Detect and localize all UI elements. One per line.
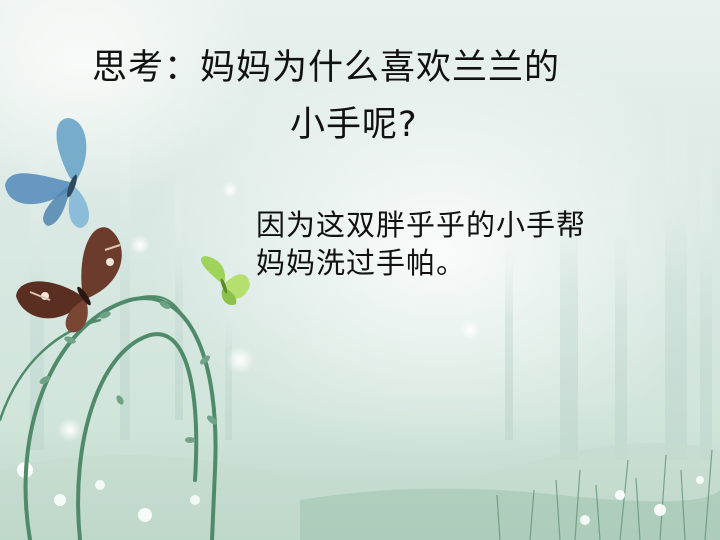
green-butterfly bbox=[200, 256, 250, 306]
vine-arch bbox=[0, 295, 218, 540]
sparkles bbox=[58, 182, 480, 442]
blue-butterfly bbox=[5, 118, 89, 228]
question-line-1: 思考：妈妈为什么喜欢兰兰的 bbox=[92, 48, 561, 88]
answer-text: 因为这双胖乎乎的小手帮 妈妈洗过手帕。 bbox=[256, 206, 586, 282]
grass bbox=[496, 449, 713, 540]
vine-leaves bbox=[39, 301, 217, 443]
answer-line-2: 妈妈洗过手帕。 bbox=[256, 246, 467, 280]
question-line-2: 小手呢? bbox=[290, 105, 418, 145]
brown-butterfly bbox=[16, 227, 122, 333]
answer-line-1: 因为这双胖乎乎的小手帮 bbox=[256, 208, 587, 242]
